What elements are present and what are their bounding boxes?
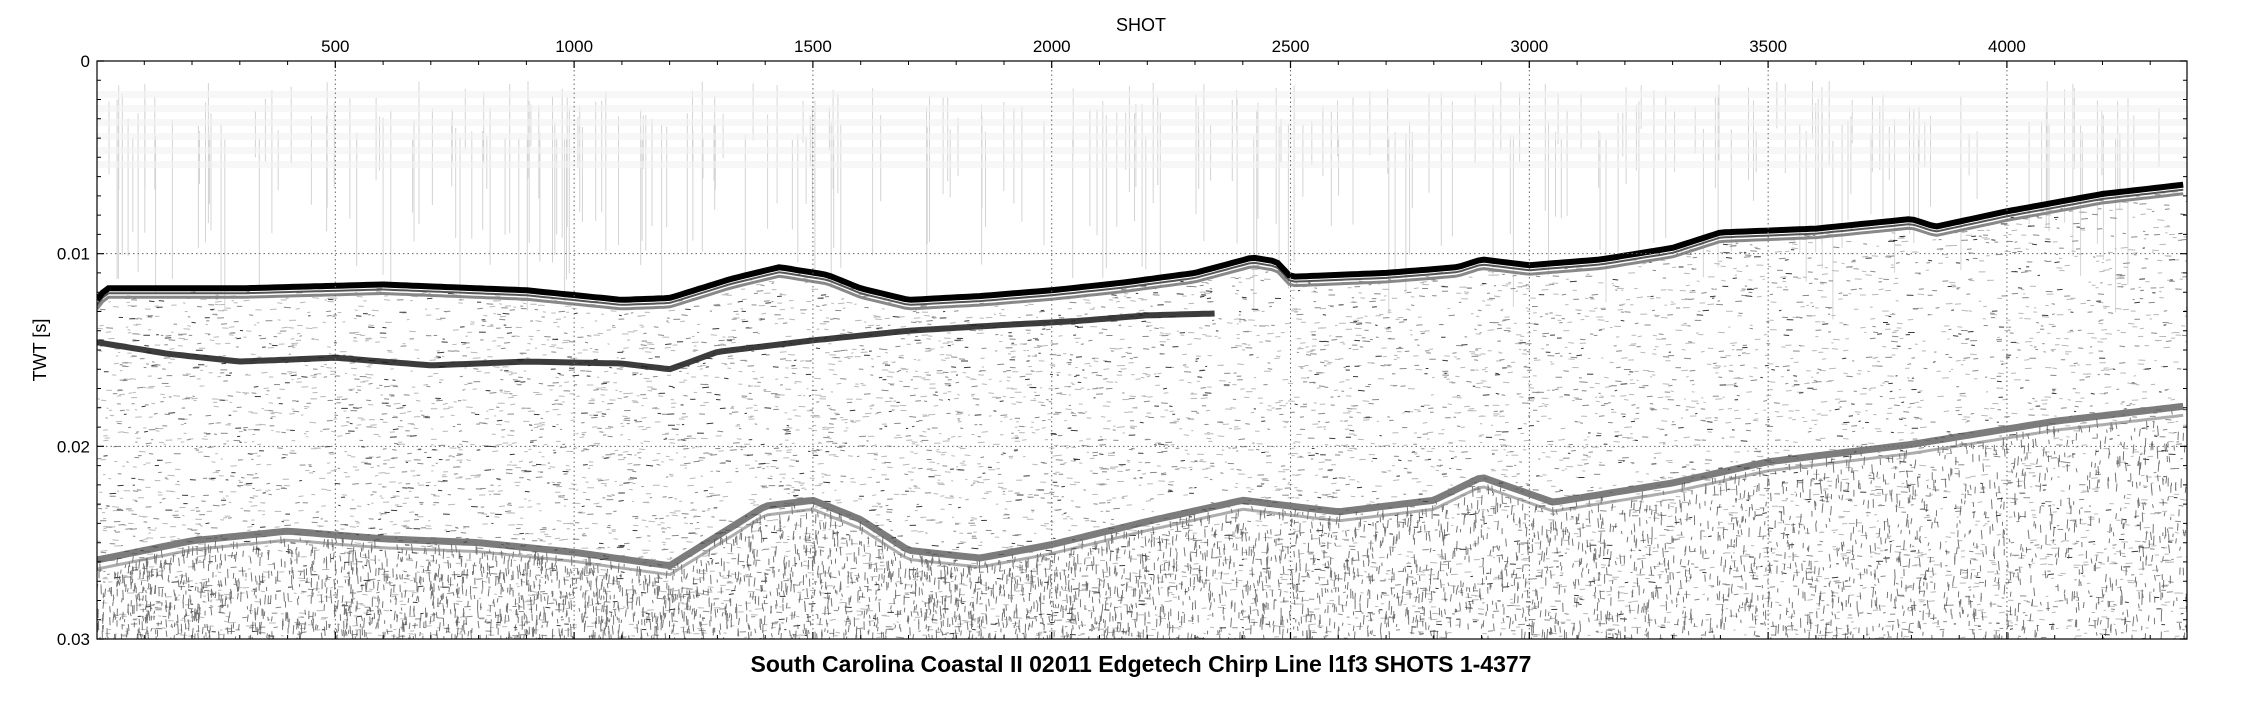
x-tick-labels: 500 1000 1500 2000 2500 3000 3500 4000 bbox=[321, 37, 2026, 56]
x-tick-label: 2000 bbox=[1033, 37, 1071, 56]
water-column-band bbox=[97, 133, 2187, 140]
seismic-image-area bbox=[97, 61, 2187, 639]
tick-marks bbox=[97, 60, 2187, 640]
seafloor-multiple bbox=[97, 192, 2184, 311]
y-axis-title: TWT [s] bbox=[30, 319, 50, 382]
x-axis-title: SHOT bbox=[1116, 15, 1166, 35]
x-tick-label: 3500 bbox=[1749, 37, 1787, 56]
sediment-noise-dark bbox=[98, 208, 2187, 639]
y-tick-label: 0.03 bbox=[57, 630, 90, 649]
water-column-band bbox=[97, 147, 2187, 154]
major-ticks bbox=[97, 60, 2187, 640]
water-column bbox=[97, 81, 2187, 320]
x-tick-label: 2500 bbox=[1272, 37, 1310, 56]
water-column-band bbox=[97, 119, 2187, 126]
y-tick-label: 0.01 bbox=[57, 245, 90, 264]
y-tick-label: 0.02 bbox=[57, 437, 90, 456]
y-tick-label: 0 bbox=[81, 52, 90, 71]
x-tick-label: 500 bbox=[321, 37, 349, 56]
x-tick-label: 1500 bbox=[794, 37, 832, 56]
deep-noise bbox=[97, 410, 2187, 639]
chart-title: South Carolina Coastal II 02011 Edgetech… bbox=[751, 651, 1532, 677]
x-tick-label: 4000 bbox=[1988, 37, 2026, 56]
deep-reflector bbox=[97, 402, 2184, 570]
water-column-band bbox=[97, 105, 2187, 112]
minor-ticks bbox=[97, 61, 2187, 639]
seafloor-reflector bbox=[97, 181, 2184, 303]
seafloor-subreflector bbox=[97, 188, 2184, 306]
x-tick-label: 3000 bbox=[1510, 37, 1548, 56]
sediment-noise-mid bbox=[97, 194, 2187, 639]
buried-reflector bbox=[97, 310, 1215, 373]
reflectors-layer bbox=[97, 181, 2184, 577]
water-column-band bbox=[97, 161, 2187, 168]
water-column-band bbox=[97, 91, 2187, 98]
grid-lines bbox=[97, 61, 2187, 639]
x-tick-label: 1000 bbox=[555, 37, 593, 56]
deep-reflector-echo bbox=[97, 413, 2184, 577]
y-tick-labels: 0 0.01 0.02 0.03 bbox=[57, 52, 90, 649]
